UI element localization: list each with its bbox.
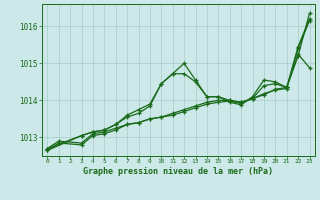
X-axis label: Graphe pression niveau de la mer (hPa): Graphe pression niveau de la mer (hPa) [84, 167, 273, 176]
